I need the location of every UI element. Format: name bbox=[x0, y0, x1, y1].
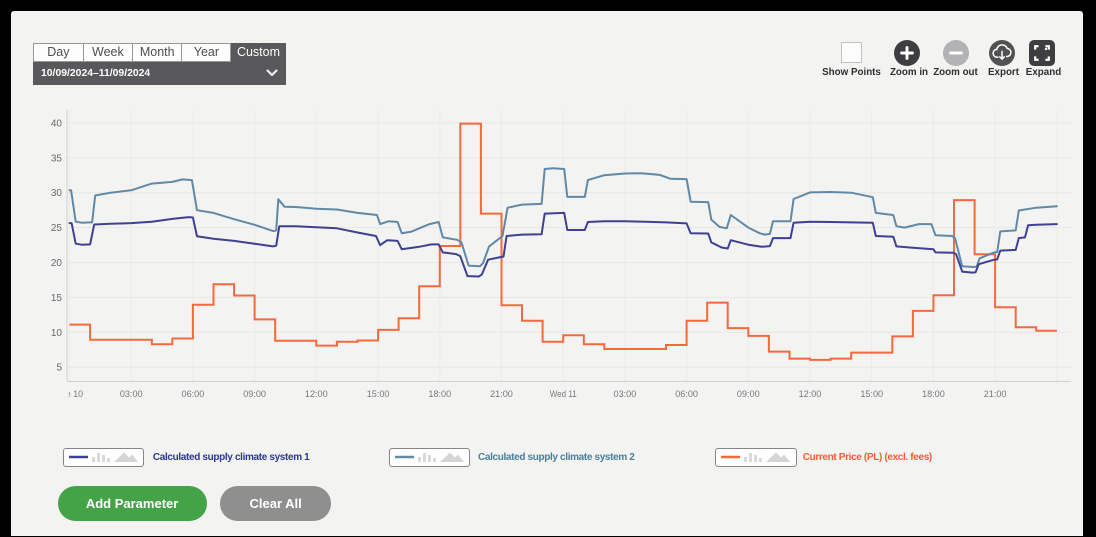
svg-text:40: 40 bbox=[51, 118, 63, 129]
svg-text:18:00: 18:00 bbox=[922, 389, 945, 399]
svg-text:09:00: 09:00 bbox=[737, 389, 760, 399]
svg-text:03:00: 03:00 bbox=[614, 389, 637, 399]
svg-text:15:00: 15:00 bbox=[860, 389, 883, 399]
svg-text:12:00: 12:00 bbox=[305, 389, 328, 399]
svg-text:Wed 11: Wed 11 bbox=[550, 389, 577, 399]
svg-text:5: 5 bbox=[56, 363, 62, 374]
svg-text:06:00: 06:00 bbox=[182, 389, 205, 399]
svg-text:35: 35 bbox=[51, 153, 63, 164]
svg-text:15: 15 bbox=[51, 293, 63, 304]
svg-text:06:00: 06:00 bbox=[675, 389, 698, 399]
svg-text:18:00: 18:00 bbox=[428, 389, 451, 399]
svg-text:09:00: 09:00 bbox=[243, 389, 266, 399]
svg-text:03:00: 03:00 bbox=[120, 389, 143, 399]
svg-text:25: 25 bbox=[51, 223, 63, 234]
svg-text:Tue 10: Tue 10 bbox=[56, 389, 83, 399]
svg-text:30: 30 bbox=[51, 188, 63, 199]
svg-text:10: 10 bbox=[51, 328, 63, 339]
svg-text:20: 20 bbox=[51, 258, 63, 269]
svg-text:21:00: 21:00 bbox=[984, 389, 1007, 399]
svg-text:12:00: 12:00 bbox=[799, 389, 822, 399]
svg-text:21:00: 21:00 bbox=[490, 389, 513, 399]
svg-text:15:00: 15:00 bbox=[367, 389, 390, 399]
